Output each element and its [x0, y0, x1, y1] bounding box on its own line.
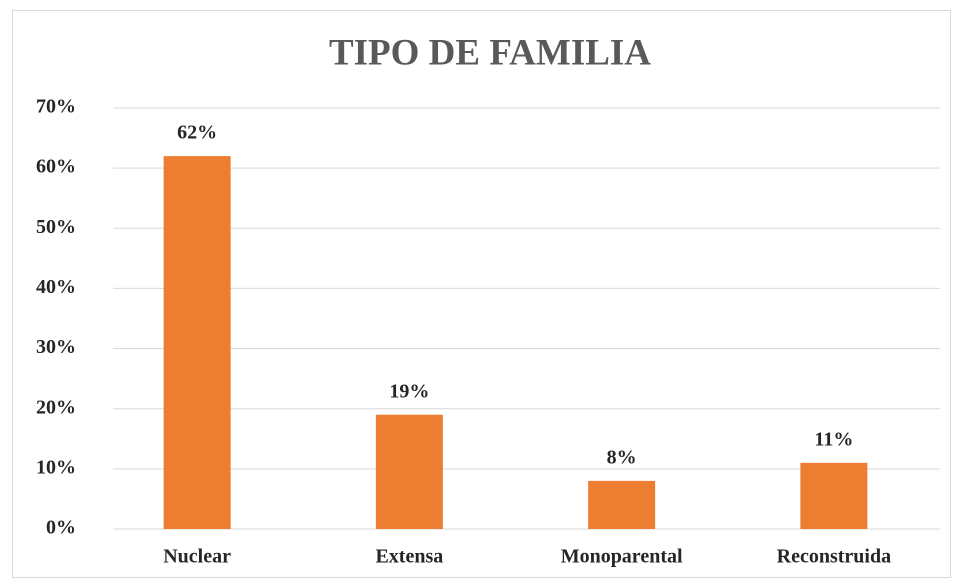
y-tick-label: 0% [46, 517, 76, 539]
x-tick-label: Reconstruida [777, 546, 891, 568]
y-tick-label: 70% [36, 96, 76, 118]
x-tick-label: Monoparental [561, 546, 683, 568]
x-tick-label: Extensa [375, 546, 443, 568]
bar [163, 156, 231, 529]
y-tick-label: 50% [36, 216, 76, 238]
data-label: 8% [607, 446, 637, 468]
y-tick-label: 40% [36, 276, 76, 298]
y-tick-label: 30% [36, 336, 76, 358]
y-tick-label: 60% [36, 156, 76, 178]
bar [588, 480, 656, 529]
data-label: 19% [389, 380, 429, 402]
chart-title: TIPO DE FAMILIA [329, 32, 651, 73]
bar [375, 414, 443, 529]
y-tick-label: 10% [36, 456, 76, 478]
x-tick-label: Nuclear [163, 546, 231, 568]
data-label: 62% [177, 122, 217, 144]
data-label: 11% [814, 428, 853, 450]
y-tick-label: 20% [36, 396, 76, 418]
bar [800, 462, 868, 529]
